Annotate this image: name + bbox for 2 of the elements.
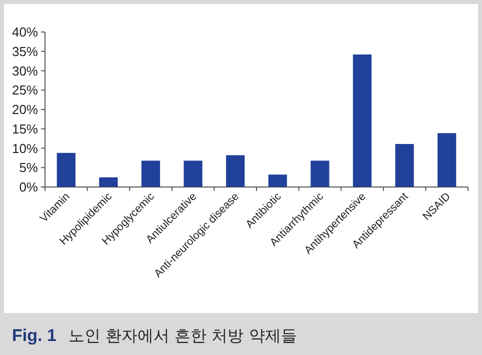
annotation: Fig. 1 bbox=[12, 326, 56, 345]
annotation: 노인 환자에서 흔한 처방 약제들 bbox=[68, 326, 297, 345]
